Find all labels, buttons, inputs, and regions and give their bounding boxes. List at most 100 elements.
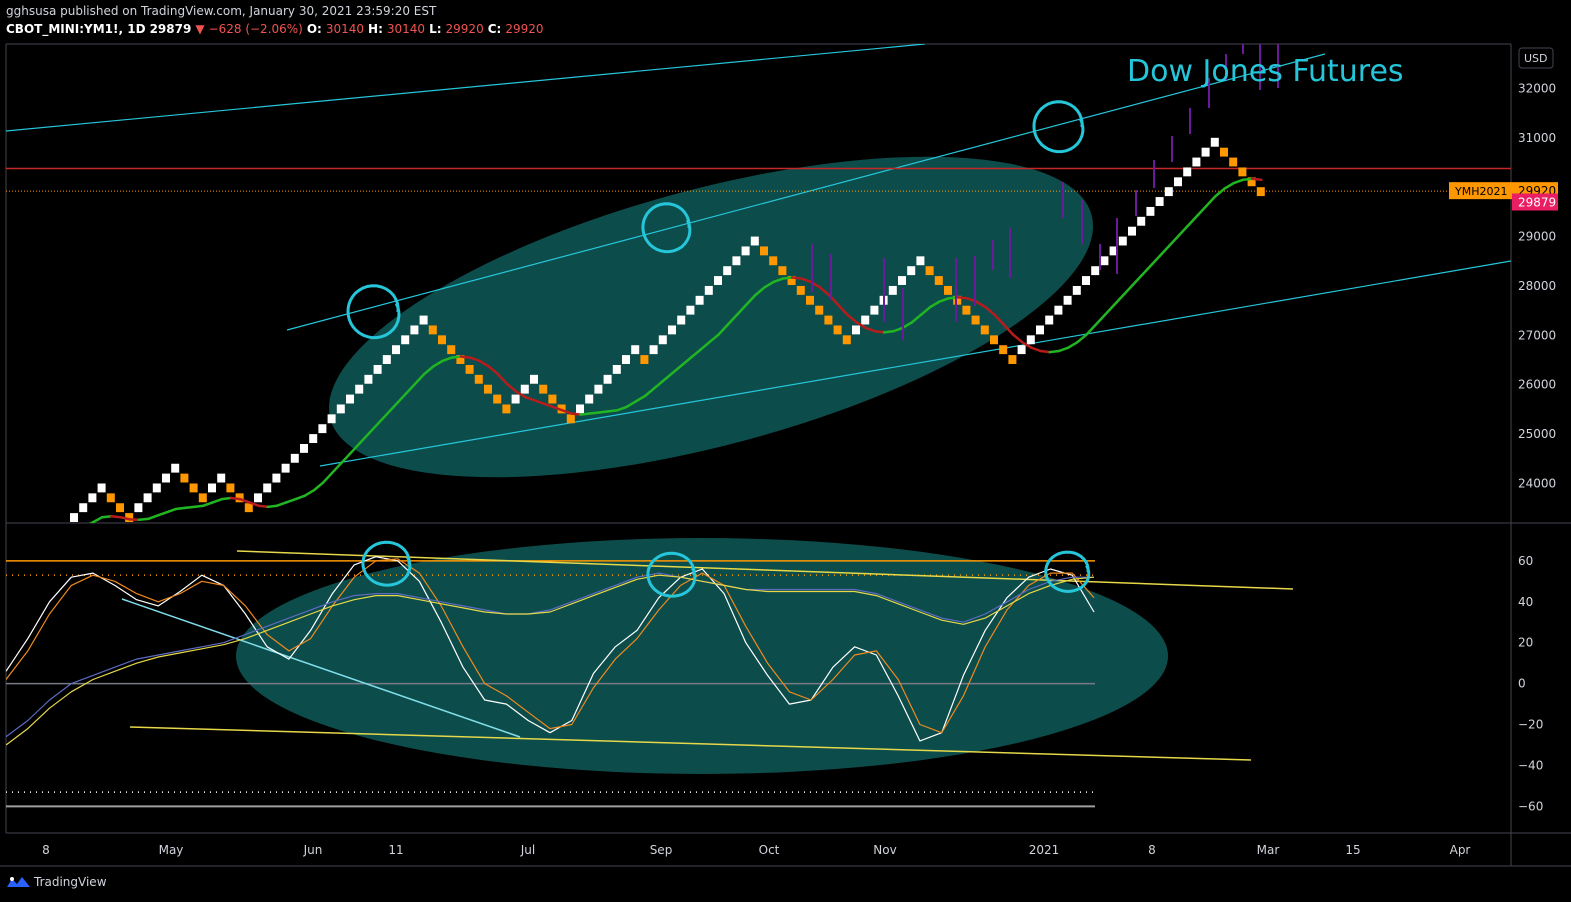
footer: TradingView xyxy=(0,868,1571,902)
x-tick-label: Nov xyxy=(873,843,896,857)
renko-brick xyxy=(750,236,759,246)
renko-brick xyxy=(162,473,170,483)
moving-average-segment xyxy=(597,410,610,414)
renko-brick xyxy=(916,256,925,266)
moving-average-segment xyxy=(882,329,895,334)
renko-brick xyxy=(1128,226,1136,236)
moving-average-segment xyxy=(579,412,592,416)
renko-brick xyxy=(106,493,115,503)
x-tick-label: Jun xyxy=(303,843,323,857)
renko-brick xyxy=(585,394,594,404)
renko-brick xyxy=(511,394,520,404)
moving-average-segment xyxy=(1048,349,1061,354)
current-price-tag-label: 29879 xyxy=(1518,196,1556,210)
moving-average-segment xyxy=(698,340,711,352)
upper-channel-line xyxy=(6,44,926,132)
main-price-pane: Dow Jones Futures xyxy=(6,44,1511,523)
moving-average-segment xyxy=(1094,313,1107,326)
moving-average-segment xyxy=(726,313,739,326)
renko-brick xyxy=(576,404,584,414)
renko-brick xyxy=(842,335,851,345)
renko-brick xyxy=(796,285,805,295)
moving-average-segment xyxy=(1085,323,1098,336)
x-tick-label: Mar xyxy=(1257,843,1280,857)
change-value: −628 (−2.06%) xyxy=(208,22,303,36)
low-label: L: xyxy=(429,22,442,36)
renko-brick xyxy=(603,374,612,384)
oscillator-series-line xyxy=(6,572,1094,738)
renko-brick xyxy=(318,424,327,434)
moving-average-segment xyxy=(404,382,417,396)
moving-average-segment xyxy=(321,471,334,484)
renko-brick xyxy=(1091,266,1100,276)
moving-average-segment xyxy=(551,405,564,412)
renko-brick xyxy=(208,483,216,493)
renko-brick xyxy=(502,404,511,414)
moving-average-segment xyxy=(358,432,371,445)
renko-brick xyxy=(272,473,281,483)
moving-average-segment xyxy=(901,321,914,330)
renko-brick xyxy=(898,276,906,285)
renko-brick xyxy=(1045,315,1054,325)
renko-brick xyxy=(244,503,253,513)
renko-brick xyxy=(125,513,134,522)
moving-average-segment xyxy=(1131,274,1144,287)
moving-average-segment xyxy=(450,355,463,359)
renko-brick xyxy=(787,276,796,285)
oscillator-y-tick-label: 40 xyxy=(1518,595,1533,609)
moving-average-segment xyxy=(524,395,536,402)
moving-average-segment xyxy=(818,286,831,297)
renko-brick xyxy=(971,315,980,325)
moving-average-segment xyxy=(956,295,969,300)
oscillator-y-tick-label: −40 xyxy=(1518,758,1543,772)
oscillator-y-tick-label: −60 xyxy=(1518,799,1543,813)
tradingview-brand[interactable]: TradingView xyxy=(34,875,107,889)
renko-brick xyxy=(704,285,713,295)
lower-trend-line xyxy=(129,726,1252,761)
renko-brick xyxy=(1155,197,1164,206)
moving-average-segment xyxy=(238,497,251,504)
moving-average-segment xyxy=(275,501,288,507)
renko-brick xyxy=(548,394,557,404)
moving-average-segment xyxy=(984,305,996,317)
moving-average-segment xyxy=(1066,340,1079,349)
renko-brick xyxy=(649,345,658,355)
renko-brick xyxy=(447,345,456,355)
renko-brick xyxy=(612,364,621,374)
moving-average-segment xyxy=(422,365,435,376)
renko-brick xyxy=(1164,187,1173,197)
renko-brick xyxy=(382,355,391,364)
renko-brick xyxy=(539,384,548,394)
moving-average-segment xyxy=(496,372,509,386)
renko-brick xyxy=(1201,147,1210,157)
moving-average-segment xyxy=(229,496,242,501)
x-tick-label: Jul xyxy=(520,843,535,857)
renko-brick xyxy=(1118,236,1127,246)
moving-average-segment xyxy=(312,481,325,492)
tradingview-logo-icon[interactable] xyxy=(6,874,32,890)
moving-average-segment xyxy=(1057,346,1070,353)
moving-average-segment xyxy=(1186,214,1199,228)
renko-brick xyxy=(732,256,741,266)
moving-average-segment xyxy=(873,329,886,334)
renko-brick xyxy=(1072,285,1081,295)
renko-brick xyxy=(484,384,492,394)
moving-average-segment xyxy=(340,451,352,465)
renko-brick xyxy=(134,503,143,513)
oscillator-y-tick-label: 60 xyxy=(1518,554,1533,568)
renko-brick xyxy=(1137,216,1146,226)
renko-brick xyxy=(1238,167,1247,177)
renko-brick xyxy=(189,483,198,493)
chart-title: Dow Jones Futures xyxy=(1127,54,1404,89)
renko-brick xyxy=(907,266,916,276)
moving-average-segment xyxy=(330,461,343,475)
moving-average-segment xyxy=(754,286,766,297)
ohlc-line: CBOT_MINI:YM1!, 1D 29879 ▼ −628 (−2.06%) O: 3… xyxy=(6,22,548,36)
chart-header: gghsusa published on TradingView.com, Ja… xyxy=(0,0,1571,44)
moving-average-segment xyxy=(671,364,684,375)
renko-brick xyxy=(594,384,603,394)
moving-average-segment xyxy=(349,441,362,455)
moving-average-segment xyxy=(432,359,444,368)
renko-brick xyxy=(962,305,971,315)
moving-average-segment xyxy=(367,422,380,435)
